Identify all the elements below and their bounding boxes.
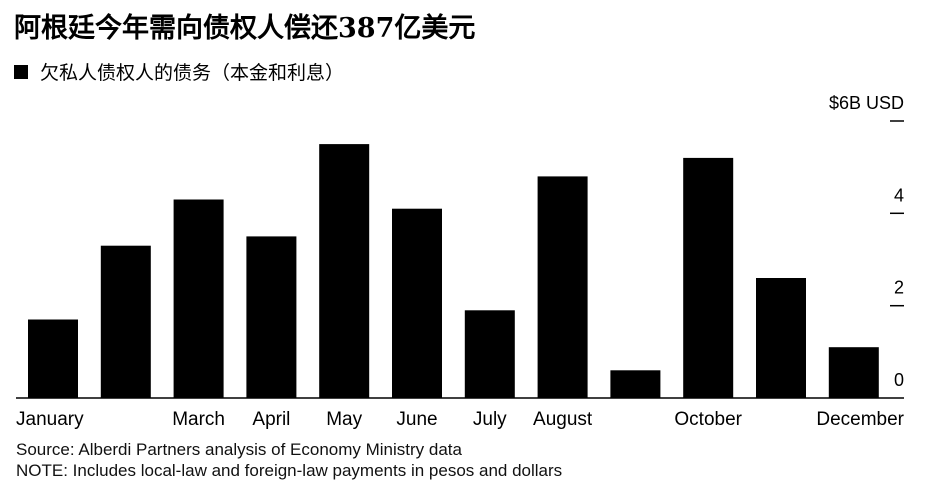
x-tick-label: May bbox=[326, 409, 362, 430]
x-tick-label: July bbox=[473, 409, 507, 430]
bar-april bbox=[246, 236, 297, 398]
bar-june bbox=[392, 208, 442, 398]
bar-march bbox=[173, 199, 224, 398]
bars-group bbox=[28, 144, 879, 398]
bar-november bbox=[756, 278, 806, 398]
legend: 欠私人债权人的债务（本金和利息） bbox=[14, 58, 344, 85]
bar-august bbox=[537, 176, 588, 398]
x-tick-label: April bbox=[252, 409, 290, 430]
bar-january bbox=[28, 319, 78, 398]
y-tick-label: 0 bbox=[894, 370, 904, 390]
x-tick-label: March bbox=[172, 409, 225, 430]
y-tick-label: $6B USD bbox=[829, 93, 904, 113]
source-note: Source: Alberdi Partners analysis of Eco… bbox=[16, 440, 462, 459]
bar-october bbox=[683, 157, 734, 398]
legend-label: 欠私人债权人的债务（本金和利息） bbox=[40, 62, 345, 84]
x-tick-label: December bbox=[816, 409, 904, 430]
chart-title: 阿根廷今年需向债权人偿还387亿美元 bbox=[14, 13, 476, 44]
bar-chart: $6B USD 4 2 0 January March April May June July A… bbox=[16, 93, 905, 430]
y-tick-label: 2 bbox=[894, 278, 904, 298]
bar-february bbox=[100, 245, 151, 398]
footnote: NOTE: Includes local-law and foreign-law… bbox=[16, 461, 563, 480]
x-axis: January March April May June July August Octobe… bbox=[16, 409, 905, 430]
x-tick-label: August bbox=[533, 409, 593, 430]
bar-december bbox=[828, 347, 879, 398]
bar-july bbox=[464, 310, 515, 398]
y-axis: $6B USD 4 2 0 bbox=[829, 93, 904, 390]
legend-swatch bbox=[14, 64, 28, 79]
x-tick-label: January bbox=[16, 409, 84, 430]
x-tick-label: June bbox=[396, 409, 437, 430]
y-tick-label: 4 bbox=[894, 185, 904, 205]
bar-may bbox=[319, 144, 370, 398]
bar-september bbox=[610, 370, 661, 398]
x-tick-label: October bbox=[674, 409, 742, 430]
